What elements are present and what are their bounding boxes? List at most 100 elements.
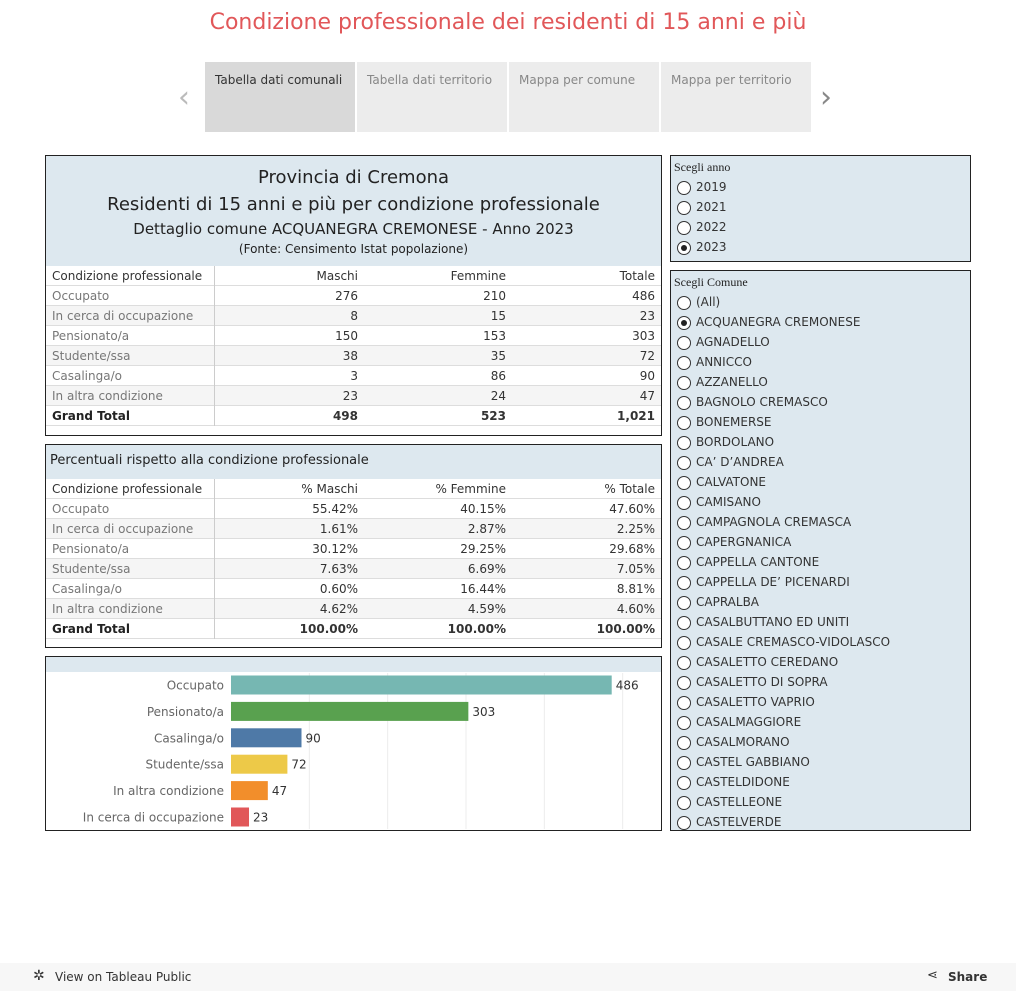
radio-button[interactable] bbox=[677, 636, 691, 650]
bar bbox=[231, 675, 612, 695]
filter-option[interactable]: ANNICCO bbox=[696, 355, 752, 369]
table-row-line bbox=[46, 385, 661, 386]
filter-option[interactable]: CALVATONE bbox=[696, 475, 767, 489]
tab[interactable]: Mappa per territorio bbox=[661, 62, 811, 132]
filter-option[interactable]: CAPRALBA bbox=[696, 595, 760, 609]
value-label: 303 bbox=[472, 705, 495, 719]
filter-option[interactable]: CASTELVERDE bbox=[696, 815, 782, 829]
radio-button[interactable] bbox=[677, 796, 691, 810]
filter-option[interactable]: CASALBUTTANO ED UNITI bbox=[696, 615, 850, 629]
radio-button[interactable] bbox=[677, 776, 691, 790]
radio-button[interactable] bbox=[677, 396, 691, 410]
row-label: Condizione professionale bbox=[52, 269, 203, 283]
tab[interactable]: Tabella dati territorio bbox=[357, 62, 507, 132]
filter-option[interactable]: CASTEL GABBIANO bbox=[696, 755, 810, 769]
radio-button[interactable] bbox=[677, 376, 691, 390]
filter-option[interactable]: ACQUANEGRA CREMONESE bbox=[696, 315, 861, 329]
cell-value: 523 bbox=[480, 409, 506, 423]
filter-option[interactable]: CAPPELLA CANTONE bbox=[696, 555, 820, 569]
filter-option[interactable]: CASALE CREMASCO-VIDOLASCO bbox=[696, 635, 891, 649]
filter-option[interactable]: 2022 bbox=[696, 220, 727, 234]
filter-option[interactable]: CASTELDIDONE bbox=[696, 775, 790, 789]
filter-option[interactable]: AGNADELLO bbox=[696, 335, 770, 349]
chart-heading-band bbox=[46, 657, 661, 672]
radio-button[interactable] bbox=[677, 336, 691, 350]
filter-option[interactable]: CASTELLEONE bbox=[696, 795, 783, 809]
table-row-line bbox=[46, 305, 661, 306]
radio-button[interactable] bbox=[677, 181, 691, 195]
radio-button[interactable] bbox=[677, 536, 691, 550]
filter-option[interactable]: CASALMORANO bbox=[696, 735, 790, 749]
value-label: 23 bbox=[253, 811, 268, 825]
radio-button[interactable] bbox=[677, 596, 691, 610]
filter-option[interactable]: CASALETTO VAPRIO bbox=[696, 695, 815, 709]
radio-button[interactable] bbox=[677, 736, 691, 750]
table-col-divider bbox=[214, 346, 215, 366]
radio-button[interactable] bbox=[677, 676, 691, 690]
bar bbox=[231, 781, 268, 801]
radio-button[interactable] bbox=[677, 201, 691, 215]
table-col-divider bbox=[214, 619, 215, 639]
table-col-divider bbox=[214, 479, 215, 499]
radio-button[interactable] bbox=[677, 241, 691, 255]
radio-button[interactable] bbox=[677, 716, 691, 730]
tab-next[interactable]: › bbox=[820, 80, 832, 115]
footer-bar: ✲ View on Tableau Public ⋖ Share bbox=[0, 963, 1016, 991]
filter-option[interactable]: CAPPELLA DE’ PICENARDI bbox=[696, 575, 850, 589]
row-label: Studente/ssa bbox=[52, 349, 131, 363]
filter-option[interactable]: CASALMAGGIORE bbox=[696, 715, 802, 729]
filter-option[interactable]: 2021 bbox=[696, 200, 727, 214]
table-col-divider bbox=[214, 306, 215, 326]
radio-button[interactable] bbox=[677, 476, 691, 490]
radio-button[interactable] bbox=[677, 416, 691, 430]
cell-value: 72 bbox=[639, 349, 655, 363]
filter-option[interactable]: BORDOLANO bbox=[696, 435, 775, 449]
filter-option[interactable]: 2019 bbox=[696, 180, 727, 194]
table-row-bg bbox=[46, 306, 661, 326]
table-col-divider bbox=[214, 406, 215, 426]
cell-value: 29.25% bbox=[460, 542, 506, 556]
cell-value: 90 bbox=[639, 369, 655, 383]
filter-option[interactable]: CA’ D’ANDREA bbox=[696, 455, 784, 469]
category-label: In cerca di occupazione bbox=[83, 811, 224, 825]
radio-button[interactable] bbox=[677, 696, 691, 710]
cell-value: 1.61% bbox=[319, 522, 358, 536]
footer-share[interactable]: Share bbox=[948, 970, 988, 984]
filter-option[interactable]: BONEMERSE bbox=[696, 415, 772, 429]
radio-button[interactable] bbox=[677, 576, 691, 590]
filter-option[interactable]: CASALETTO CEREDANO bbox=[696, 655, 839, 669]
radio-button[interactable] bbox=[677, 496, 691, 510]
filter-option[interactable]: AZZANELLO bbox=[696, 375, 768, 389]
filter-option[interactable]: CASALETTO DI SOPRA bbox=[696, 675, 828, 689]
filter-option[interactable]: CAMPAGNOLA CREMASCA bbox=[696, 515, 852, 529]
table-heading: Residenti di 15 anni e più per condizion… bbox=[107, 194, 600, 215]
footer-view-link[interactable]: View on Tableau Public bbox=[55, 970, 192, 984]
radio-button[interactable] bbox=[677, 221, 691, 235]
filter-option[interactable]: BAGNOLO CREMASCO bbox=[696, 395, 828, 409]
filter-option[interactable]: CAPERGNANICA bbox=[696, 535, 792, 549]
row-label: In altra condizione bbox=[52, 602, 163, 616]
radio-button[interactable] bbox=[677, 816, 691, 830]
cell-value: 498 bbox=[332, 409, 358, 423]
radio-button[interactable] bbox=[677, 456, 691, 470]
filter-option[interactable]: CAMISANO bbox=[696, 495, 761, 509]
table-row-line bbox=[46, 518, 661, 519]
radio-button[interactable] bbox=[677, 656, 691, 670]
filter-option[interactable]: (All) bbox=[696, 295, 721, 309]
radio-button[interactable] bbox=[677, 296, 691, 310]
radio-button[interactable] bbox=[677, 356, 691, 370]
category-label: Pensionato/a bbox=[147, 705, 224, 719]
radio-button[interactable] bbox=[677, 756, 691, 770]
radio-button[interactable] bbox=[677, 436, 691, 450]
cell-value: 6.69% bbox=[467, 562, 506, 576]
tab[interactable]: Tabella dati comunali bbox=[205, 62, 355, 132]
radio-button[interactable] bbox=[677, 556, 691, 570]
bar bbox=[231, 728, 302, 748]
radio-button[interactable] bbox=[677, 316, 691, 330]
radio-button[interactable] bbox=[677, 516, 691, 530]
tab-prev[interactable]: ‹ bbox=[178, 80, 190, 115]
tab[interactable]: Mappa per comune bbox=[509, 62, 659, 132]
row-label: In altra condizione bbox=[52, 389, 163, 403]
filter-option[interactable]: 2023 bbox=[696, 240, 727, 254]
radio-button[interactable] bbox=[677, 616, 691, 630]
